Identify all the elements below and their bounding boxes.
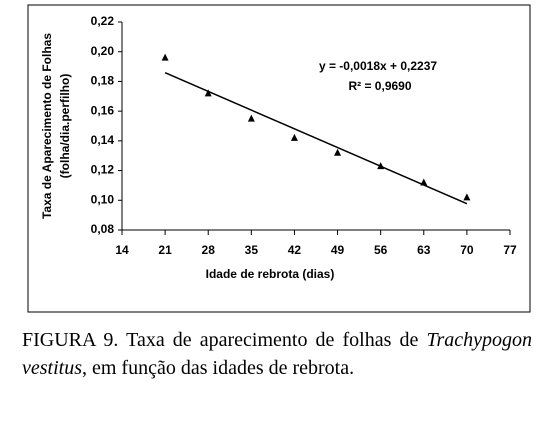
caption-species: Trachypogon vestitus — [22, 329, 533, 379]
y-tick-label: 0,22 — [91, 14, 115, 28]
y-tick-label: 0,08 — [91, 222, 115, 236]
x-tick-label: 56 — [374, 243, 388, 257]
caption: FIGURA 9. Taxa de aparecimento de folhas… — [22, 326, 532, 382]
x-tick-label: 77 — [503, 243, 517, 257]
x-tick-label: 35 — [245, 243, 259, 257]
data-point — [247, 114, 255, 122]
y-axis-label: (folha/dia.perfilho) — [58, 74, 72, 179]
y-tick-label: 0,14 — [91, 133, 115, 147]
caption-text: , em função das idades de rebrota. — [82, 357, 355, 379]
x-tick-label: 14 — [115, 243, 129, 257]
data-point — [161, 53, 169, 61]
trend-r2: R² = 0,9690 — [348, 79, 411, 93]
x-tick-label: 21 — [158, 243, 172, 257]
x-tick-label: 63 — [417, 243, 431, 257]
chart: Idade de rebrota (dias) Taxa de Aparecim… — [27, 4, 531, 313]
chart-border — [27, 4, 531, 313]
x-tick-label: 28 — [202, 243, 216, 257]
y-tick-label: 0,12 — [91, 163, 115, 177]
y-tick-label: 0,20 — [91, 44, 115, 58]
caption-text: FIGURA 9. Taxa de aparecimento de folhas… — [22, 329, 419, 351]
data-point — [290, 133, 298, 141]
y-tick-label: 0,10 — [91, 192, 115, 206]
trendline — [164, 71, 468, 205]
y-axis-label: Taxa de Aparecimento de Folhas — [40, 33, 54, 219]
x-tick-label: 70 — [460, 243, 474, 257]
x-tick-label: 42 — [288, 243, 302, 257]
data-point — [463, 193, 471, 201]
y-tick-label: 0,16 — [91, 103, 115, 117]
x-tick-label: 49 — [331, 243, 345, 257]
x-axis-label: Idade de rebrota (dias) — [206, 267, 335, 281]
data-point — [334, 148, 342, 156]
data-point — [204, 89, 212, 97]
trend-equation: y = -0,0018x + 0,2237 — [319, 59, 437, 73]
y-tick-label: 0,18 — [91, 74, 115, 88]
